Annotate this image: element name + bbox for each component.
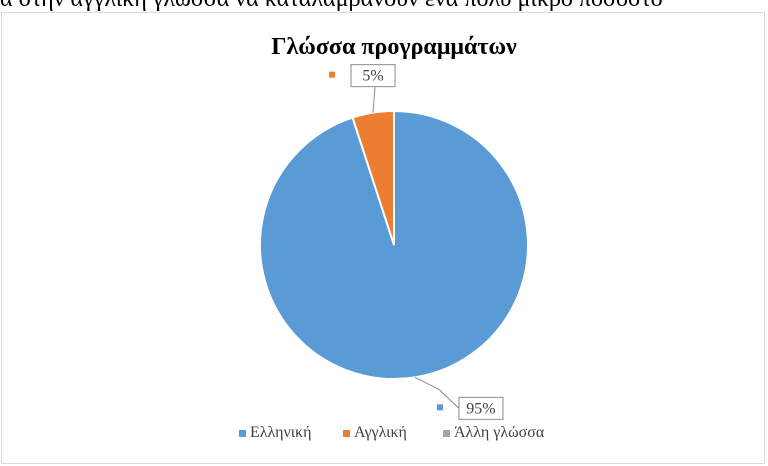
chart-title: Γλώσσα προγραμμάτων	[271, 34, 517, 60]
legend-label-3: Άλλη γλώσσα	[454, 424, 545, 441]
legend-swatch-3	[443, 430, 450, 437]
data-label-leader-2	[373, 87, 375, 113]
data-label-2: 5%	[362, 68, 383, 85]
data-label-key-2	[329, 72, 335, 78]
data-label-leader-1	[415, 377, 459, 408]
data-label-key-1	[437, 404, 443, 410]
legend-swatch-1	[239, 430, 246, 437]
legend-label-2: Αγγλική	[354, 424, 407, 441]
legend-label-1: Ελληνική	[250, 424, 311, 441]
data-label-1: 95%	[466, 400, 495, 417]
legend-swatch-2	[343, 430, 350, 437]
